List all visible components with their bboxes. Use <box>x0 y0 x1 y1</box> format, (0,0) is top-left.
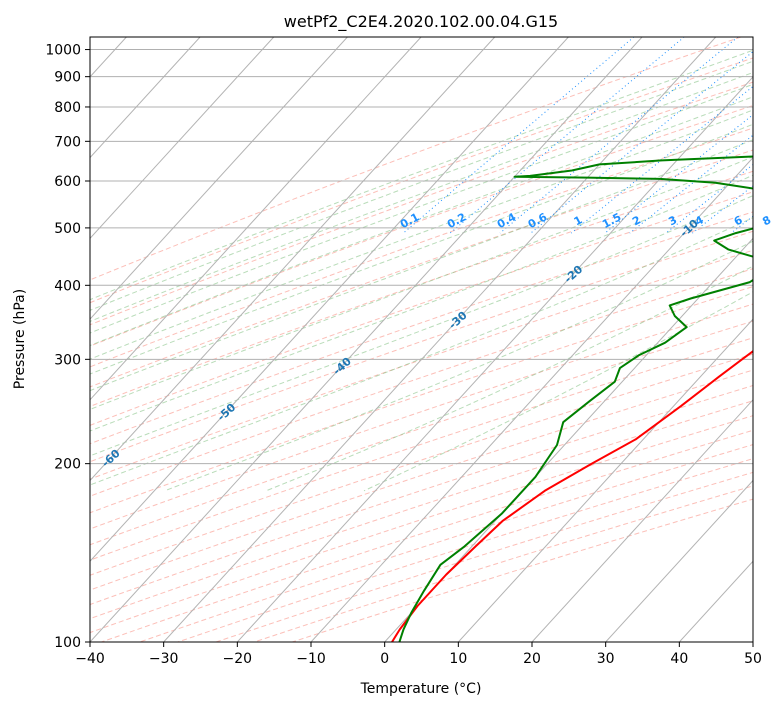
y-tick-label: 400 <box>54 278 81 294</box>
x-axis-ticks: −40 −30 −20 −10 0 10 20 30 40 50 <box>75 642 762 667</box>
sounding-series <box>391 155 753 642</box>
x-axis-label: Temperature (°C) <box>360 681 482 697</box>
moist-adiabat-line <box>90 139 753 392</box>
isotherm-line <box>531 399 753 642</box>
y-tick-label: 1000 <box>45 43 81 59</box>
x-tick-label: −10 <box>296 651 326 667</box>
isotherm-line <box>605 479 753 642</box>
dry-adiabat-line <box>90 57 753 304</box>
mixing-ratio-line <box>604 114 753 234</box>
isotherm-line <box>384 237 753 642</box>
isotherm-line <box>90 37 569 563</box>
isotherm-line <box>90 37 422 401</box>
y-tick-label: 900 <box>54 70 81 86</box>
x-tick-label: 30 <box>597 651 615 667</box>
moist-adiabat-line <box>90 49 753 301</box>
moist-adiabat-line <box>90 156 753 410</box>
x-tick-label: 10 <box>449 651 467 667</box>
dry-adiabat-line <box>90 385 753 606</box>
dry-adiabat-line <box>90 320 753 546</box>
dry-adiabat-line <box>90 369 753 591</box>
y-tick-label: 500 <box>54 221 81 237</box>
isotherm-line <box>163 37 717 642</box>
moist-adiabat-line <box>90 109 753 360</box>
isotherm-line <box>310 156 753 642</box>
background-reference-lines <box>90 37 753 642</box>
dry-adiabat-line <box>90 127 753 368</box>
isotherm-line <box>90 37 496 482</box>
dry-adiabat-line <box>90 303 753 530</box>
chart-title: wetPf2_C2E4.2020.102.00.04.G15 <box>284 12 558 32</box>
isotherm-line <box>90 37 643 642</box>
isotherm-line <box>236 76 753 642</box>
y-tick-label: 800 <box>54 100 81 116</box>
x-tick-label: 20 <box>523 651 541 667</box>
y-tick-label: 100 <box>54 635 81 651</box>
y-tick-label: 200 <box>54 457 81 473</box>
dry-adiabat-line <box>90 337 753 561</box>
dry-adiabat-line <box>90 37 742 281</box>
moist-adiabat-line <box>90 123 753 375</box>
x-tick-label: 40 <box>670 651 688 667</box>
x-tick-label: 0 <box>380 651 389 667</box>
dry-adiabat-line <box>90 170 753 407</box>
mixing-ratio-line <box>629 134 753 234</box>
y-tick-label: 300 <box>54 352 81 368</box>
isotherm-line <box>457 318 753 642</box>
pressure-gridlines <box>90 49 753 643</box>
mixing-ratio-line <box>449 37 685 234</box>
x-tick-label: −30 <box>149 651 179 667</box>
x-tick-label: 50 <box>744 651 762 667</box>
isotherm-line <box>90 37 348 320</box>
plot-frame <box>89 36 754 643</box>
x-tick-label: −40 <box>75 651 105 667</box>
isotherm-line <box>90 37 201 159</box>
isotherm-line <box>90 37 275 240</box>
moist-adiabat-line <box>90 83 753 334</box>
temperature-profile-line <box>391 349 753 642</box>
y-axis-label: Pressure (hPa) <box>12 289 28 389</box>
dry-adiabat-line <box>90 353 753 576</box>
y-axis-ticks: 1000 900 800 700 600 500 400 300 200 100 <box>45 43 90 651</box>
y-tick-label: 600 <box>54 174 81 190</box>
moist-adiabat-line <box>90 60 753 311</box>
y-tick-label: 700 <box>54 134 81 150</box>
x-tick-label: −20 <box>223 651 253 667</box>
dewpoint-profile-line <box>398 155 753 642</box>
moist-adiabat-line <box>90 195 753 457</box>
